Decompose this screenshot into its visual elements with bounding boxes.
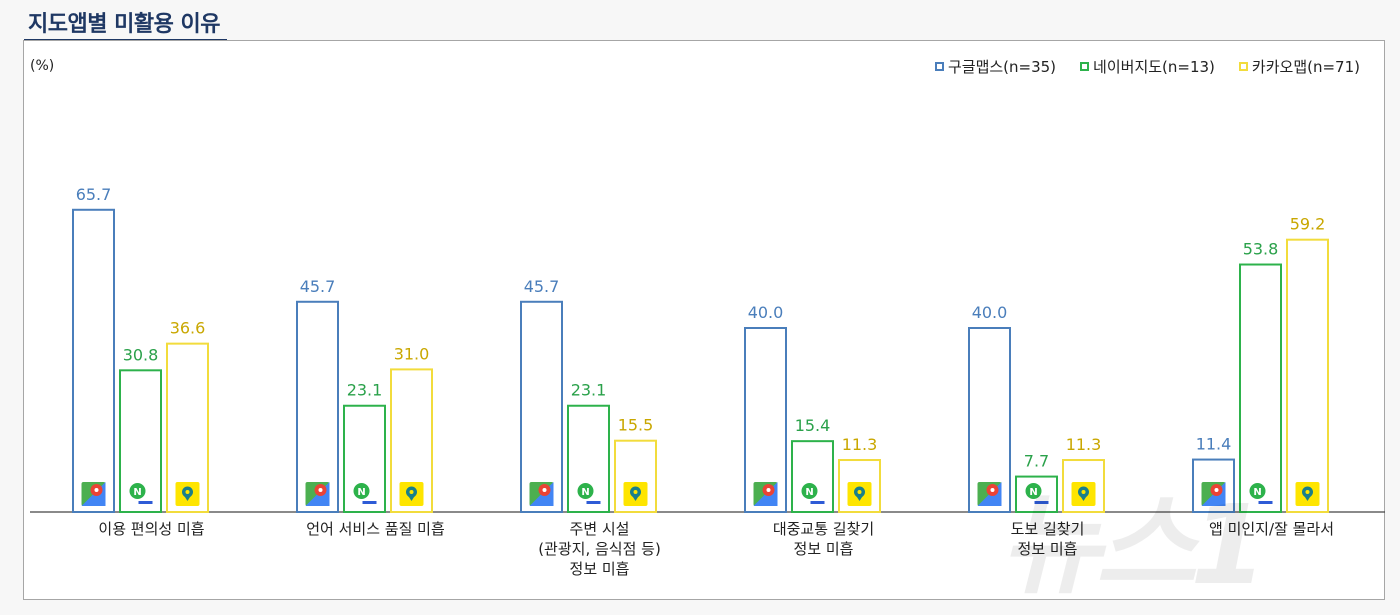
bar (744, 327, 787, 513)
kakao-map-icon (847, 482, 872, 506)
bar-value-label: 7.7 (1024, 452, 1049, 471)
bar-value-label: 15.4 (795, 416, 831, 435)
category-label: 대중교통 길찾기 (773, 520, 874, 538)
bar-value-label: 11.4 (1196, 435, 1232, 454)
bar-value-label: 31.0 (394, 344, 430, 363)
kakao-map-icon (1295, 482, 1320, 506)
category-label: 도보 길찾기 (1011, 520, 1085, 538)
svg-text:N: N (805, 487, 813, 498)
category-label: 정보 미흡 (794, 540, 854, 558)
category-label: 언어 서비스 품질 미흡 (306, 520, 445, 538)
kakao-map-icon (399, 482, 424, 506)
google-maps-icon (529, 482, 554, 506)
bar-value-label: 23.1 (347, 381, 383, 400)
bar (1286, 238, 1329, 513)
google-maps-icon (753, 482, 778, 506)
legend-swatch-google (934, 62, 944, 71)
legend-swatch-kakao (1238, 62, 1248, 71)
bar-value-label: 59.2 (1290, 215, 1326, 234)
bar-value-label: 30.8 (123, 345, 159, 364)
svg-text:N: N (1029, 487, 1037, 498)
bar-value-label: 36.6 (170, 319, 206, 338)
legend-label-naver: 네이버지도(n=13) (1093, 58, 1215, 76)
kakao-map-icon (175, 482, 200, 506)
legend-item-kakao: 카카오맵(n=71) (1238, 56, 1360, 77)
naver-map-icon: N (1024, 482, 1049, 506)
legend-swatch-naver (1080, 62, 1090, 71)
naver-map-icon: N (576, 482, 601, 506)
bar (296, 300, 339, 513)
legend-item-google: 구글맵스(n=35) (934, 56, 1057, 77)
google-maps-icon (305, 482, 330, 506)
category-label: 앱 미인지/잘 몰라서 (1209, 520, 1334, 538)
bar-value-label: 23.1 (571, 381, 607, 400)
svg-text:N: N (357, 487, 365, 498)
kakao-map-icon (1071, 482, 1096, 506)
legend-item-naver: 네이버지도(n=13) (1080, 56, 1215, 77)
naver-map-icon: N (352, 482, 377, 506)
bar-value-label: 15.5 (618, 416, 654, 435)
legend: 구글맵스(n=35) 네이버지도(n=13) 카카오맵(n=71) (934, 56, 1360, 77)
bar-value-label: 11.3 (842, 435, 878, 454)
bar (520, 300, 563, 513)
naver-map-icon: N (800, 482, 825, 506)
google-maps-icon (1201, 482, 1226, 506)
legend-label-kakao: 카카오맵(n=71) (1251, 58, 1360, 76)
svg-text:N: N (133, 487, 141, 498)
naver-map-icon: N (128, 482, 153, 506)
bar-value-label: 53.8 (1243, 240, 1279, 259)
category-label: 정보 미흡 (570, 560, 630, 578)
bar-value-label: 40.0 (748, 303, 784, 322)
chart-panel (23, 40, 1385, 600)
svg-text:N: N (581, 487, 589, 498)
bar-value-label: 65.7 (76, 185, 112, 204)
category-label: 정보 미흡 (1018, 540, 1078, 558)
bar (1239, 263, 1282, 513)
svg-text:N: N (1253, 487, 1261, 498)
naver-map-icon: N (1248, 482, 1273, 506)
bar-value-label: 45.7 (300, 277, 336, 296)
unit-label: (%) (30, 58, 55, 74)
bar (968, 327, 1011, 513)
kakao-map-icon (623, 482, 648, 506)
bar-value-label: 40.0 (972, 303, 1008, 322)
bar (72, 208, 115, 513)
category-label: 이용 편의성 미흡 (98, 520, 204, 538)
legend-label-google: 구글맵스(n=35) (947, 58, 1057, 76)
google-maps-icon (977, 482, 1002, 506)
chart-title: 지도앱별 미활용 이유 (28, 12, 220, 37)
category-label: 주변 시설 (570, 520, 630, 538)
google-maps-icon (81, 482, 106, 506)
bar-value-label: 11.3 (1066, 435, 1102, 454)
bar-value-label: 45.7 (524, 277, 560, 296)
category-label: (관광지, 음식점 등) (538, 540, 661, 558)
